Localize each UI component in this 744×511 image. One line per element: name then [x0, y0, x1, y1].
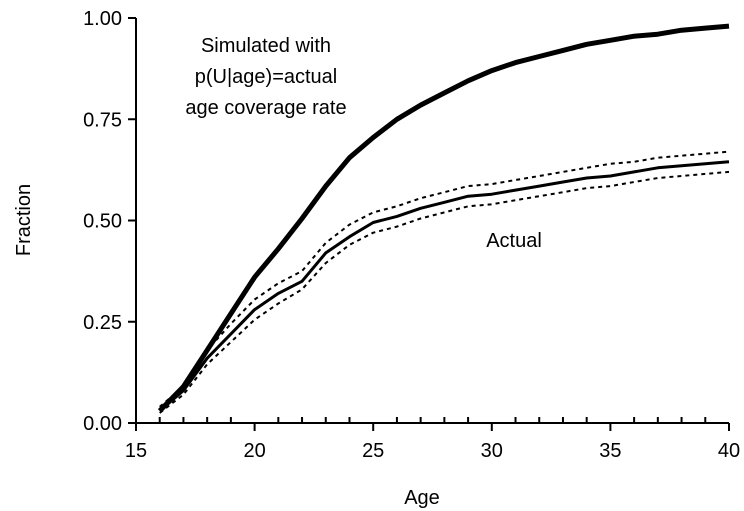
labels: Age Fraction Simulated with p(U|age)=act… — [13, 8, 740, 509]
actual-lower-series-line — [159, 170, 730, 414]
axes — [128, 17, 730, 431]
actual-series-line — [158, 160, 730, 413]
y-tick-label: 0.50 — [83, 211, 122, 233]
y-tick-label: 0.00 — [83, 413, 122, 435]
y-tick-label: 1.00 — [83, 8, 122, 30]
simulated-annotation-line-1: Simulated with — [201, 35, 331, 57]
series-group — [157, 23, 730, 414]
y-tick-label: 0.75 — [83, 109, 122, 131]
simulated-annotation-line-2: p(U|age)=actual — [195, 66, 338, 88]
x-tick-label: 15 — [125, 440, 147, 462]
simulated-annotation-line-3: age coverage rate — [185, 97, 346, 119]
x-tick-label: 35 — [599, 440, 621, 462]
actual-upper-series-line — [159, 150, 730, 408]
x-tick-label: 30 — [481, 440, 503, 462]
y-axis-title: Fraction — [13, 184, 35, 256]
x-tick-label: 25 — [362, 440, 384, 462]
x-tick-label: 40 — [718, 440, 740, 462]
x-axis-title: Age — [404, 487, 440, 509]
y-tick-label: 0.25 — [83, 312, 122, 334]
actual-annotation: Actual — [486, 230, 542, 252]
x-tick-label: 20 — [243, 440, 265, 462]
simulated-series-line — [157, 23, 730, 413]
